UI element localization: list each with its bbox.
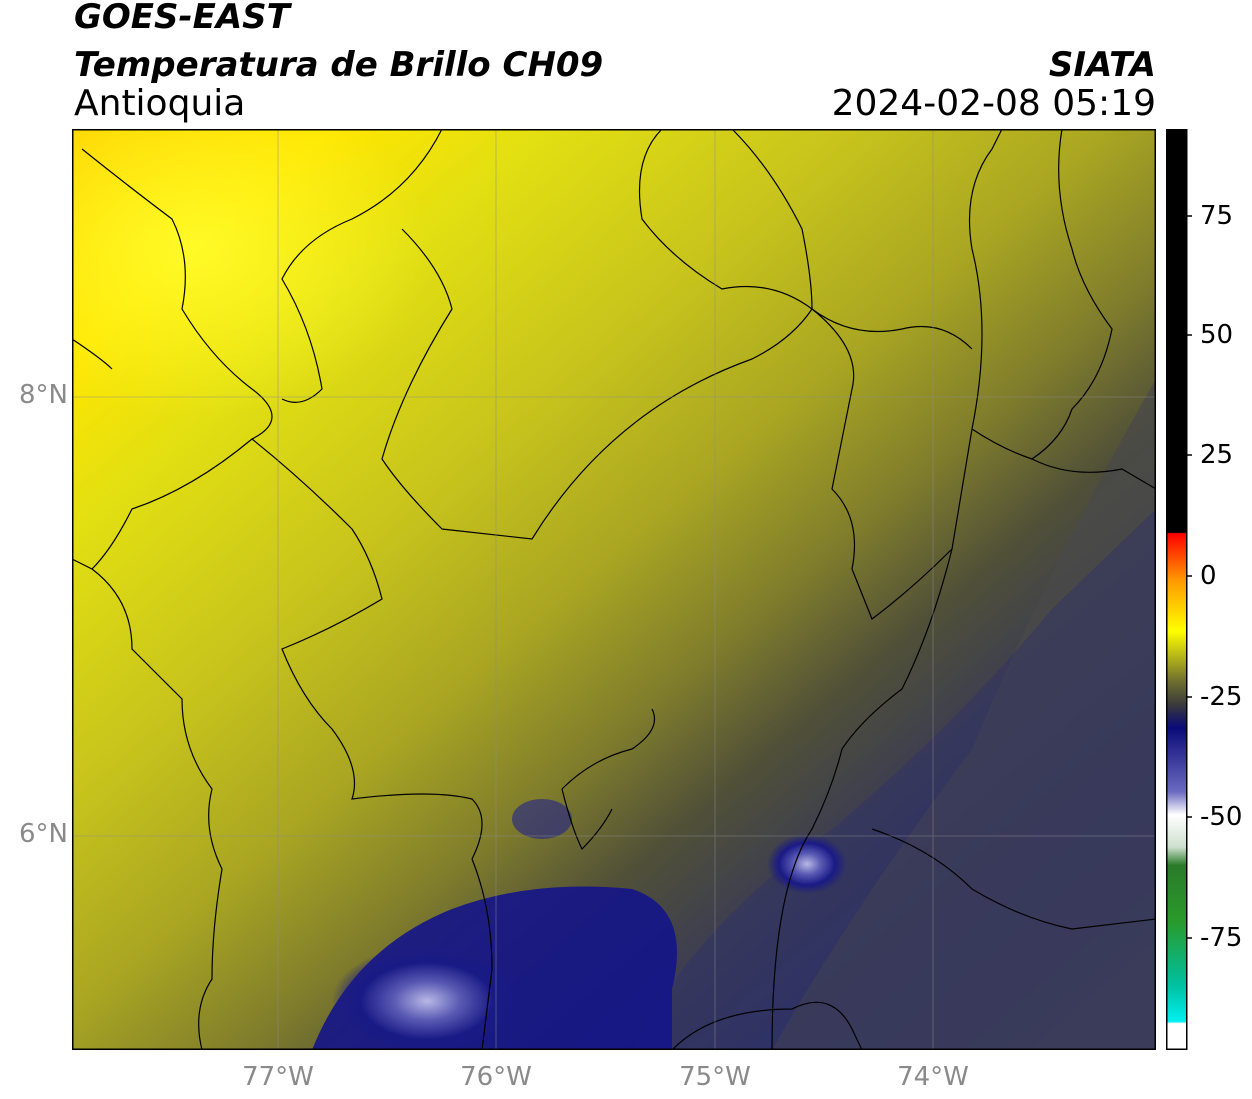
organization-label: SIATA (1048, 45, 1156, 85)
satellite-title: GOES-EAST (74, 0, 290, 37)
lon-label-75w: 75°W (679, 1062, 751, 1092)
borders (72, 129, 1156, 1050)
map-plot (72, 129, 1156, 1050)
dark-band (772, 379, 1156, 1050)
colorbar-label-75: 75 (1200, 201, 1234, 231)
timestamp-label: 2024-02-08 05:19 (831, 83, 1156, 124)
cold-cloud-small (512, 799, 572, 839)
lon-label-77w: 77°W (242, 1062, 314, 1092)
colorbar (1166, 129, 1192, 1050)
lat-label-8n: 8°N (19, 380, 68, 410)
colorbar-label-minus25: -25 (1200, 682, 1243, 712)
lat-label-6n: 6°N (19, 819, 68, 849)
colorbar-label-minus50: -50 (1200, 802, 1243, 832)
colorbar-ticks (1187, 215, 1192, 939)
colorbar-label-50: 50 (1200, 320, 1234, 350)
colorbar-scale (1166, 129, 1188, 1050)
warm-region (72, 129, 432, 419)
product-title: Temperatura de Brillo CH09 (74, 45, 604, 85)
colorbar-label-25: 25 (1200, 440, 1234, 470)
lon-label-74w: 74°W (897, 1062, 969, 1092)
lon-label-76w: 76°W (460, 1062, 532, 1092)
cold-cloud-east (767, 834, 847, 894)
region-label: Antioquia (74, 83, 246, 124)
colorbar-label-0: 0 (1200, 561, 1217, 591)
colorbar-label-minus75: -75 (1200, 923, 1243, 953)
gridlines (72, 129, 1156, 1050)
cold-cloud-core (332, 946, 522, 1050)
map-frame (72, 129, 1156, 1050)
